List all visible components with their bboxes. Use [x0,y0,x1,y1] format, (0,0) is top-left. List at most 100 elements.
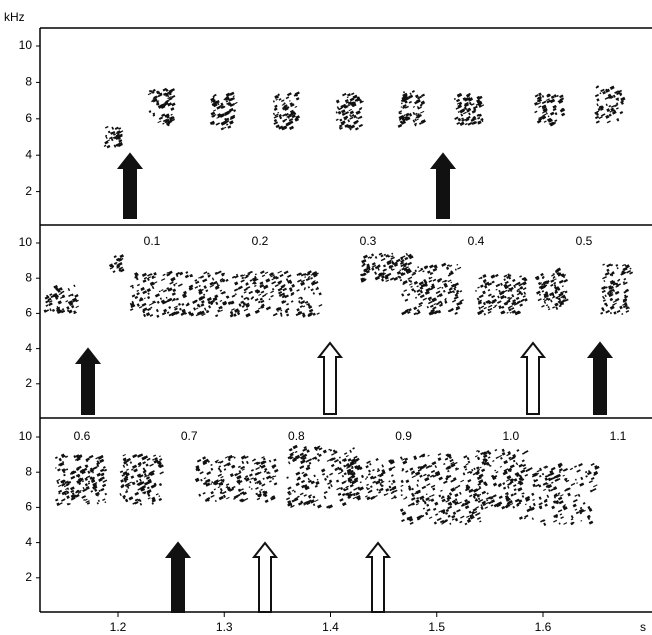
spectrogram-stroke [519,517,522,518]
spectrogram-stroke [132,287,133,288]
spectrogram-stroke [478,122,479,123]
spectrogram-stroke [535,95,538,97]
spectrogram-stroke [170,118,172,119]
spectrogram-stroke [480,467,482,468]
spectrogram-stroke [180,309,182,310]
spectrogram-stroke [448,507,452,509]
spectrogram-stroke [292,285,295,286]
spectrogram-stroke [465,506,468,508]
spectrogram-stroke [212,482,213,483]
spectrogram-stroke [347,97,348,98]
spectrogram-stroke [135,297,138,298]
spectrogram-stroke [585,472,587,473]
spectrogram-stroke [139,307,142,308]
spectrogram-stroke [215,480,219,482]
spectrogram-stroke [508,487,509,488]
spectrogram-stroke [97,461,99,462]
spectrogram-stroke [119,140,122,142]
spectrogram-stroke [425,478,429,480]
spectrogram-stroke [260,466,261,467]
spectrogram-stroke [378,269,379,270]
spectrogram-stroke [184,292,187,293]
spectrogram-stroke [469,114,471,115]
spectrogram-stroke [357,98,360,99]
spectrogram-stroke [513,280,516,281]
spectrogram-stroke [181,314,182,315]
spectrogram-stroke [207,472,211,474]
spectrogram-stroke [410,93,411,94]
spectrogram-stroke [504,275,507,277]
spectrogram-stroke [215,296,218,297]
spectrogram-stroke [357,112,359,113]
spectrogram-stroke [123,454,126,455]
spectrogram-stroke [412,476,416,478]
spectrogram-stroke [296,498,298,499]
spectrogram-stroke [413,113,414,114]
spectrogram-stroke [62,462,63,463]
spectrogram-stroke [553,279,556,280]
spectrogram-stroke [121,480,124,481]
spectrogram-stroke [54,286,57,288]
spectrogram-stroke [243,303,245,304]
spectrogram-stroke [417,290,420,292]
spectrogram-stroke [554,283,556,284]
spectrogram-stroke [159,291,161,292]
spectrogram-stroke [304,485,307,487]
spectrogram-stroke [620,94,622,95]
spectrogram-stroke [241,296,243,297]
spectrogram-stroke [366,477,367,478]
spectrogram-stroke [597,99,599,100]
spectrogram-stroke [563,523,567,525]
spectrogram-stroke [553,106,556,108]
spectrogram-stroke [234,110,236,111]
spectrogram-stroke [605,97,609,99]
spectrogram-stroke [609,115,611,116]
spectrogram-stroke [344,106,347,107]
spectrogram-stroke [304,274,306,275]
spectrogram-stroke [626,307,629,308]
spectrogram-stroke [151,91,152,92]
spectrogram-stroke [309,310,312,312]
spectrogram-stroke [457,267,461,269]
spectrogram-stroke [171,108,174,109]
spectrogram-stroke [101,489,104,490]
spectrogram-stroke [113,134,115,135]
spectrogram-stroke [519,291,520,292]
spectrogram-stroke [285,311,287,312]
spectrogram-stroke [417,107,418,108]
spectrogram-stroke [137,475,140,477]
spectrogram-stroke [609,106,611,107]
spectrogram-stroke [299,503,302,505]
spectrogram-stroke [230,315,233,316]
spectrogram-stroke [460,516,464,518]
spectrogram-stroke [133,466,137,468]
spectrogram-stroke [198,470,200,471]
spectrogram-stroke [492,461,494,462]
spectrogram-stroke [559,299,560,300]
spectrogram-stroke [289,115,291,116]
spectrogram-stroke [238,495,240,496]
spectrogram-stroke [244,309,248,311]
spectrogram-stroke [510,459,512,460]
spectrogram-stroke [208,276,210,277]
spectrogram-stroke [200,276,204,278]
spectrogram-stroke [370,464,372,465]
spectrogram-stroke [624,279,626,280]
spectrogram-stroke [291,301,293,302]
spectrogram-stroke [475,513,479,515]
spectrogram-stroke [281,286,284,288]
spectrogram-stroke [339,462,341,463]
spectrogram-stroke [72,300,74,301]
spectrogram-stroke [478,102,482,104]
spectrogram-stroke [577,470,581,472]
spectrogram-stroke [610,299,612,300]
spectrogram-stroke [115,263,116,264]
spectrogram-stroke [449,457,451,458]
spectrogram-stroke [234,315,236,316]
y-tick-label: 4 [25,147,32,161]
spectrogram-stroke [543,299,545,300]
spectrogram-stroke [571,516,573,517]
spectrogram-stroke [433,269,437,271]
spectrogram-stroke [453,291,454,292]
spectrogram-stroke [338,494,341,495]
